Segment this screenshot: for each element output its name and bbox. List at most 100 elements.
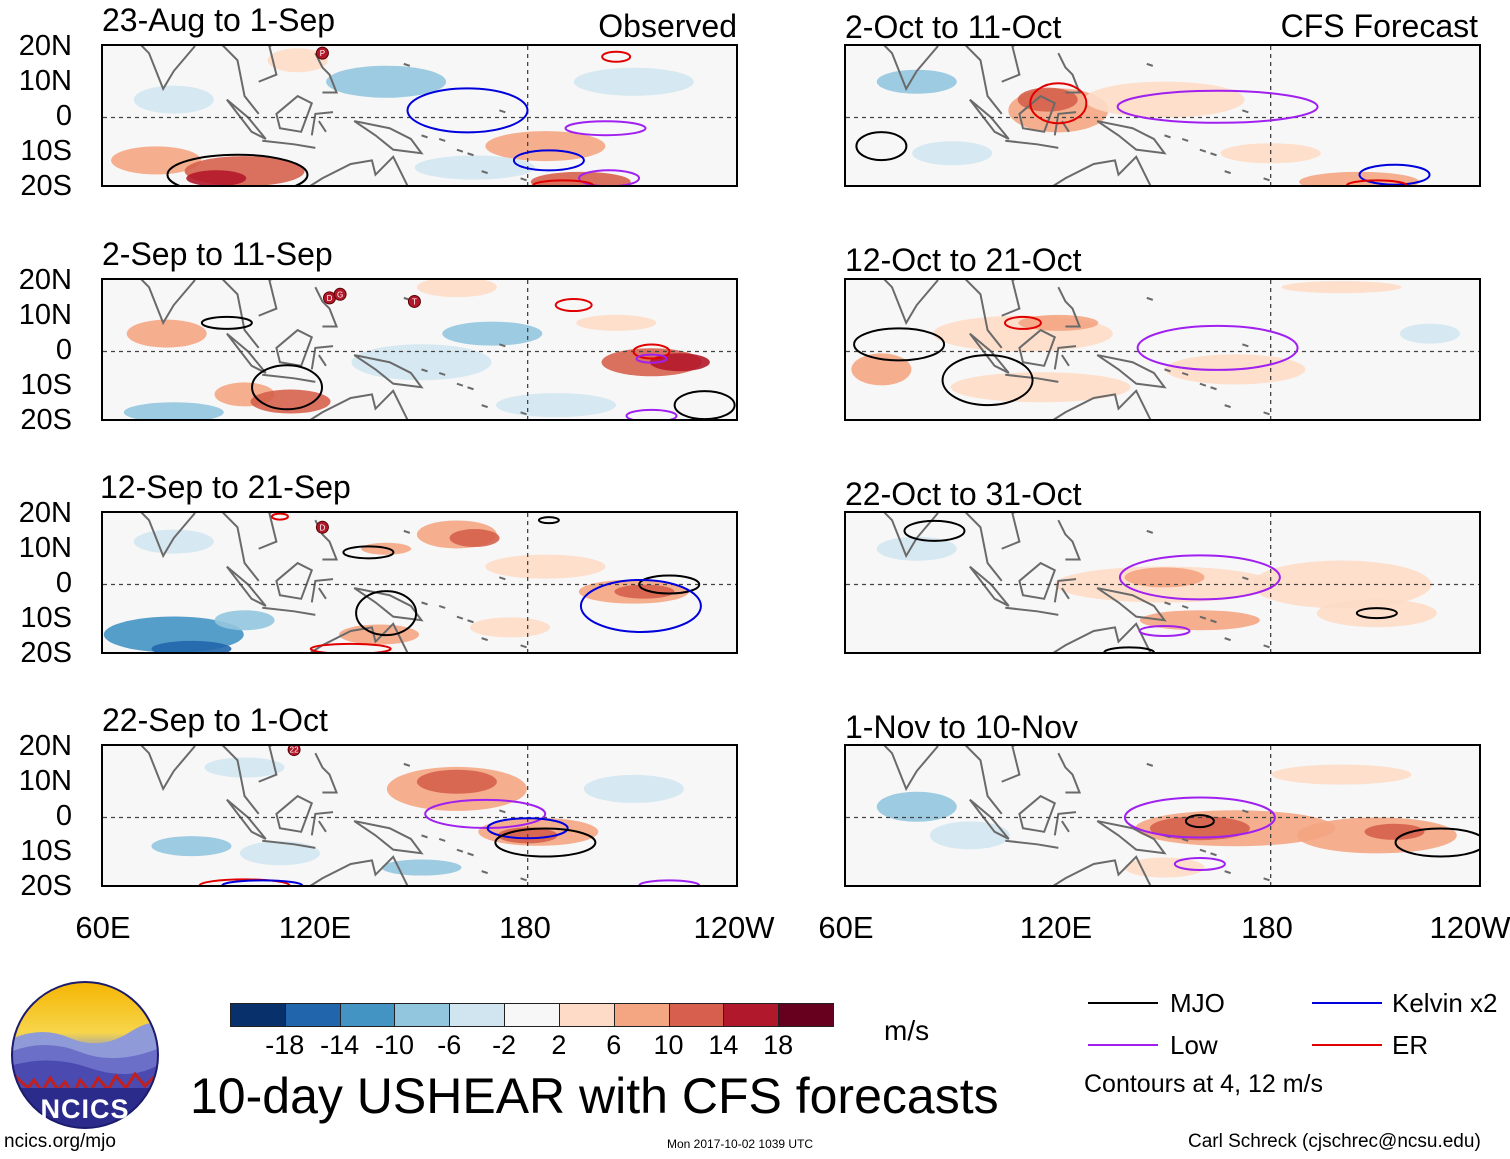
shear-anomaly-patch — [151, 640, 232, 652]
coastline — [314, 286, 339, 328]
coastline — [140, 46, 196, 92]
lat-label: 10N — [18, 65, 72, 97]
shear-anomaly-patch — [214, 610, 275, 631]
island — [1199, 148, 1207, 153]
tropical-cyclone-label: D — [327, 294, 333, 303]
coastline — [964, 46, 1021, 115]
shear-anomaly-patch — [1251, 560, 1432, 609]
mjo-contour — [1103, 646, 1156, 652]
map-panel-obs-4: 22 — [101, 744, 738, 887]
low-contour — [1118, 554, 1281, 601]
island — [520, 177, 527, 182]
coastline — [309, 389, 409, 419]
map-panel-fc-2 — [844, 278, 1481, 421]
coastline — [1096, 820, 1167, 855]
er-contour — [632, 343, 671, 360]
shear-anomaly-patch — [126, 319, 207, 348]
colorbar-cell — [723, 1003, 780, 1027]
island — [499, 809, 506, 814]
island — [520, 877, 527, 882]
tropical-cyclone-marker — [315, 46, 329, 60]
shear-anomaly-patch — [442, 321, 543, 346]
island — [1242, 576, 1249, 581]
coastline — [309, 855, 409, 885]
coastline — [226, 98, 267, 140]
lat-label: 0 — [55, 800, 72, 832]
legend-label-er: ER — [1392, 1030, 1429, 1060]
lon-label: 180 — [1241, 910, 1293, 945]
island — [1181, 838, 1189, 842]
lat-label: 20S — [20, 637, 72, 669]
lon-label: 60E — [75, 910, 131, 945]
island — [1263, 411, 1270, 416]
coastline — [262, 139, 316, 149]
mjo-contour — [342, 545, 395, 560]
shear-anomaly-patch — [1149, 816, 1250, 841]
mjo-contour — [166, 153, 309, 185]
island — [499, 576, 506, 581]
map-panel-fc-1 — [844, 44, 1481, 187]
map-panel-fc-4 — [844, 744, 1481, 887]
coastline — [1096, 354, 1167, 389]
panel-title-fc-4: 1-Nov to 10-Nov — [845, 709, 1078, 745]
shear-anomaly-patch — [469, 617, 550, 638]
timestamp: Mon 2017-10-02 1039 UTC — [667, 1137, 814, 1151]
low-contour — [424, 798, 547, 829]
coastline — [262, 373, 316, 383]
island — [1146, 296, 1154, 301]
island — [1146, 529, 1154, 534]
coastline — [1096, 120, 1167, 155]
colorbar-tick-label: -14 — [320, 1030, 360, 1060]
island — [1263, 177, 1270, 182]
lat-label: 20N — [18, 30, 72, 62]
shear-anomaly-patch — [851, 353, 912, 386]
chart-title: 10-day USHEAR with CFS forecasts — [190, 1068, 999, 1124]
legend-line-low — [1088, 1044, 1158, 1046]
er-contour — [198, 878, 291, 885]
coastline — [1057, 52, 1082, 94]
island — [467, 619, 474, 624]
shear-anomaly-patch — [495, 393, 616, 418]
coastline — [314, 52, 339, 94]
lat-label: 20N — [18, 730, 72, 762]
colorbar-tick-label: -18 — [265, 1030, 305, 1060]
lat-label: 20N — [18, 497, 72, 529]
tropical-cyclone-label: T — [412, 297, 417, 306]
low-contour — [1116, 89, 1319, 124]
coastline — [883, 46, 939, 92]
mjo-contour — [903, 519, 966, 542]
colorbar-cell — [230, 1003, 286, 1027]
shear-anomaly-patch — [576, 314, 657, 331]
coastline — [226, 332, 267, 374]
shear-anomaly-patch — [1399, 323, 1460, 344]
lon-label: 180 — [499, 910, 551, 945]
lat-label: 10S — [20, 369, 72, 401]
map-panel-obs-1: P — [101, 44, 738, 187]
coastline — [883, 746, 939, 792]
coastline — [883, 513, 939, 559]
ncics-logo: NCICS — [10, 980, 160, 1130]
island — [403, 529, 411, 534]
colorbar-units: m/s — [884, 1015, 930, 1046]
colorbar-cell — [339, 1003, 396, 1027]
island — [438, 838, 446, 842]
low-contour — [625, 408, 678, 419]
mjo-contour — [941, 354, 1034, 407]
island — [520, 644, 527, 649]
shear-anomaly-patch — [123, 402, 224, 419]
island — [438, 138, 446, 142]
island — [1146, 62, 1154, 67]
island — [1242, 343, 1249, 348]
kelvin-contour — [406, 87, 529, 134]
site-link[interactable]: ncics.org/mjo — [4, 1131, 116, 1152]
shear-anomaly-patch — [381, 859, 462, 876]
island — [1263, 877, 1270, 882]
colorbar-cell — [504, 1003, 560, 1027]
shear-anomaly-patch — [414, 155, 535, 180]
coastline — [140, 746, 196, 792]
island — [499, 343, 506, 348]
legend-label-kelvin: Kelvin x2 — [1392, 988, 1498, 1018]
coastline — [883, 280, 939, 326]
shear-map — [846, 513, 1479, 652]
